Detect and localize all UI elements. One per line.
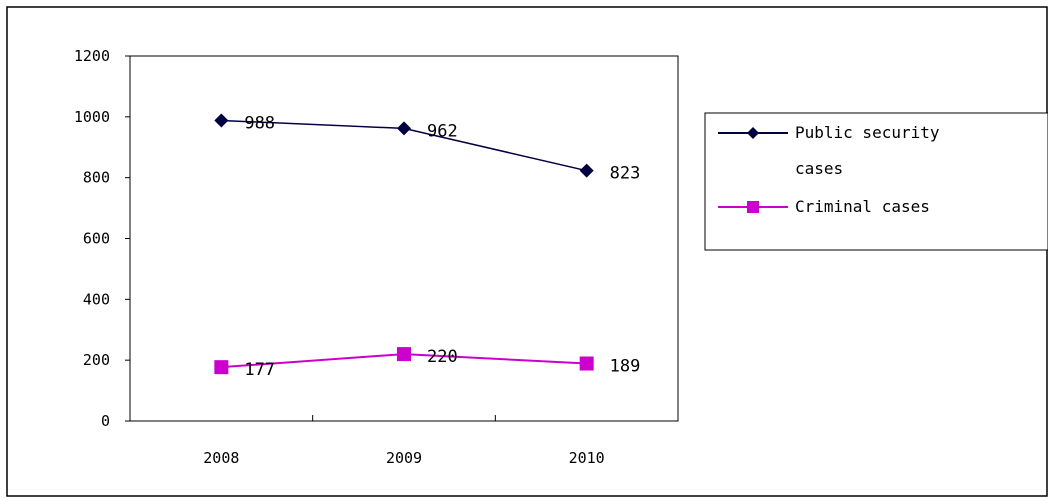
y-tick-label: 800 [83, 169, 110, 187]
legend-label: cases [795, 159, 843, 178]
data-label: 988 [244, 113, 275, 133]
plot-area [129, 55, 679, 422]
legend: Public security cases Criminal cases [704, 112, 1048, 251]
legend-marker-square-icon [747, 201, 759, 213]
x-tick-label: 2009 [386, 449, 422, 467]
y-tick-label: 600 [83, 230, 110, 248]
data-label: 189 [610, 357, 641, 377]
data-point-marker [579, 163, 594, 178]
data-point-marker [397, 347, 411, 362]
data-point-marker [214, 113, 229, 128]
legend-label: Criminal cases [795, 197, 930, 216]
y-tick-label: 200 [83, 351, 110, 369]
series-layer [214, 113, 594, 375]
data-point-marker [214, 360, 229, 375]
y-tick-label: 1000 [74, 108, 110, 126]
legend-label: Public security [795, 123, 940, 142]
data-label: 962 [427, 121, 458, 141]
y-tick-label: 0 [101, 412, 110, 430]
data-label: 823 [610, 164, 641, 184]
y-tick-label: 1200 [74, 47, 110, 65]
data-labels-layer: 988 962 823 177 220 189 [244, 113, 640, 380]
legend-marker-diamond-icon [747, 127, 759, 139]
legend-box [704, 112, 1048, 251]
x-tick-label: 2008 [203, 449, 239, 467]
data-point-marker [397, 121, 411, 136]
x-tick-label: 2010 [569, 449, 605, 467]
data-label: 220 [427, 347, 458, 367]
data-point-marker [579, 356, 594, 371]
data-label: 177 [244, 360, 275, 380]
y-tick-label: 400 [83, 290, 110, 308]
axes-layer: 0 200 400 600 800 1000 1200 2008 2009 2010 [74, 47, 605, 467]
